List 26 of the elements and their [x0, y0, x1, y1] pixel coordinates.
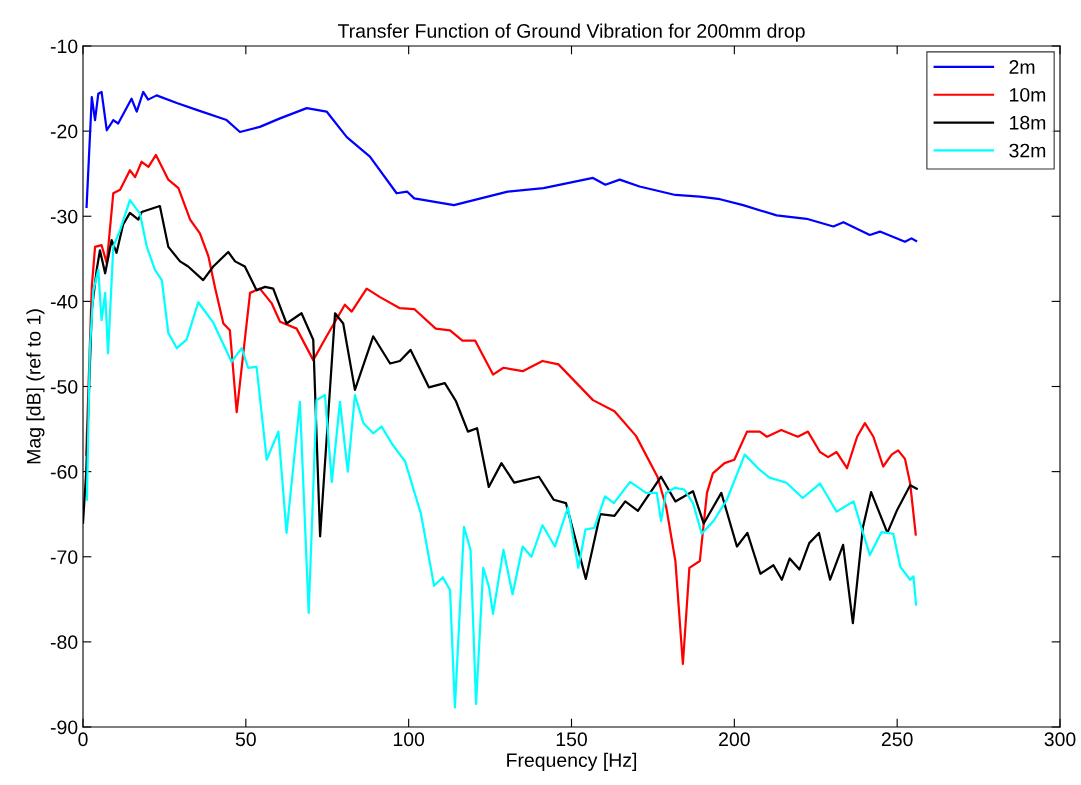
x-tick-label: 150 — [556, 732, 587, 747]
x-tick-label: 250 — [881, 732, 913, 747]
x-tick-label: 0 — [78, 732, 88, 747]
line-series — [85, 198, 918, 709]
y-tick-label: -10 — [50, 39, 78, 54]
y-tick-label: -20 — [50, 124, 78, 139]
y-tick-label: -30 — [50, 209, 78, 224]
x-tick-label: 100 — [393, 732, 425, 747]
y-axis-title: Mag [dB] (ref to 1) — [26, 309, 45, 464]
chart-title: Transfer Function of Ground Vibration for 200mm drop — [337, 23, 805, 42]
x-axis-title: Frequency [Hz] — [507, 752, 637, 771]
y-tick-label: -50 — [50, 379, 78, 394]
x-tick-label: 50 — [235, 732, 256, 747]
y-tick-label: -60 — [50, 465, 78, 479]
legend-label: 18m — [1010, 115, 1046, 130]
legend-label: 32m — [1009, 143, 1046, 158]
legend-label: 10m — [1010, 87, 1046, 102]
x-tick-label: 300 — [1044, 732, 1076, 747]
line-series — [85, 90, 918, 243]
y-tick-label: -70 — [50, 550, 78, 564]
line-series — [85, 153, 917, 666]
legend-label: 2m — [1009, 60, 1035, 74]
x-tick-label: 200 — [719, 732, 750, 747]
y-tick-label: -80 — [50, 635, 78, 650]
y-tick-label: -90 — [50, 720, 78, 735]
y-tick-label: -40 — [50, 294, 78, 309]
